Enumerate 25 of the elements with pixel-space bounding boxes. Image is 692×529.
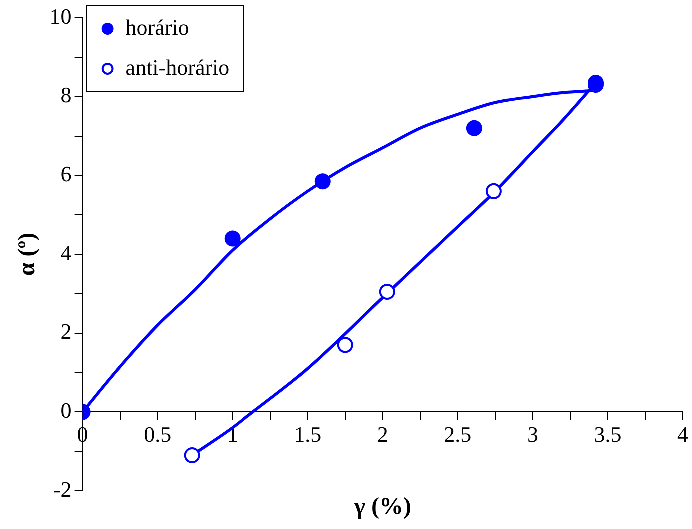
point — [314, 174, 331, 190]
point — [184, 448, 200, 464]
y-tick-label: -2 — [53, 476, 72, 502]
y-tick-label: 4 — [60, 240, 72, 266]
x-tick-label: 3.5 — [594, 422, 622, 448]
legend-label: horário — [126, 14, 190, 40]
y-tick-label: 10 — [50, 4, 72, 29]
x-tick-label: 0.5 — [144, 422, 172, 448]
x-tick-label: 1.5 — [294, 422, 322, 448]
y-axis-title: α (º) — [14, 232, 41, 276]
x-tick-label: 2.5 — [444, 422, 472, 448]
x-tick-label: 2 — [377, 422, 388, 448]
point — [337, 337, 354, 354]
legend-label: anti-horário — [126, 54, 230, 80]
point — [486, 183, 502, 200]
y-tick-label: 0 — [60, 398, 72, 423]
point — [224, 230, 241, 247]
y-tick-label: 6 — [60, 161, 72, 186]
x-tick-label: 3 — [527, 422, 538, 448]
x-axis-title: γ (%) — [354, 494, 412, 521]
y-tick-label: 2 — [60, 319, 72, 344]
y-tick-label: 8 — [60, 82, 72, 108]
point — [379, 284, 396, 300]
x-tick-label: 4 — [678, 422, 688, 448]
point — [466, 120, 482, 136]
